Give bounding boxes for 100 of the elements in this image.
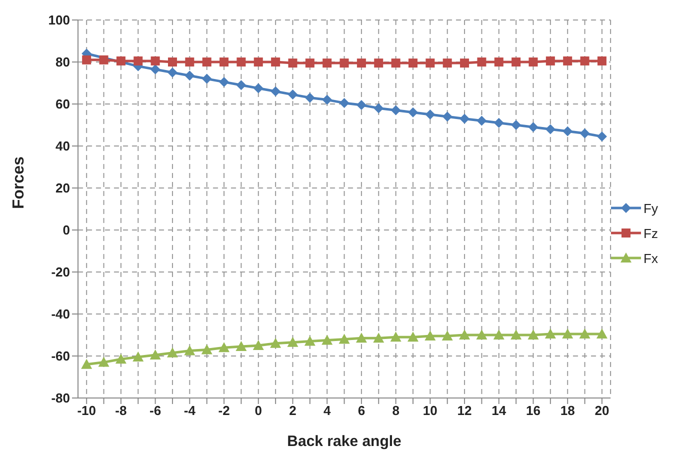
point [184, 345, 196, 356]
legend-label: Fy [644, 200, 658, 216]
point [546, 56, 555, 66]
point [168, 58, 177, 66]
point [442, 58, 452, 68]
x-tick-label: 0 [254, 403, 262, 418]
point [545, 124, 556, 134]
point [305, 58, 314, 68]
point [563, 56, 572, 66]
point [252, 340, 264, 350]
point [494, 118, 504, 128]
point [476, 116, 487, 126]
y-axis-title: Forces [10, 156, 28, 209]
point [288, 58, 298, 68]
point [150, 56, 160, 66]
y-tick-label: 0 [62, 222, 70, 238]
point [132, 352, 144, 362]
x-tick-label: 4 [323, 403, 332, 418]
point [597, 56, 606, 66]
point [322, 334, 333, 345]
x-axis-title: Back rake angle [287, 433, 402, 450]
point [477, 58, 486, 66]
x-tick-label: 2 [289, 403, 296, 418]
y-tick-label: 80 [56, 54, 70, 70]
x-tick-label: 8 [392, 403, 400, 418]
point [374, 103, 384, 114]
point [510, 330, 522, 340]
point [390, 332, 402, 342]
point [339, 98, 350, 108]
point [202, 58, 212, 66]
point [442, 330, 453, 341]
point [528, 58, 538, 66]
point [150, 349, 161, 360]
x-tick-label: 14 [492, 403, 507, 418]
x-tick-label: -4 [184, 403, 196, 418]
point [253, 83, 264, 94]
point [236, 80, 246, 90]
point [512, 58, 521, 66]
point [218, 342, 230, 352]
point [254, 58, 263, 66]
point [270, 338, 282, 348]
point [184, 70, 195, 81]
x-tick-label: -2 [218, 403, 230, 418]
point [391, 58, 400, 68]
point [287, 336, 298, 347]
point [408, 58, 418, 68]
x-tick-label: 20 [594, 403, 610, 418]
point [270, 86, 281, 96]
y-tick-label: -40 [51, 306, 70, 322]
point [202, 74, 212, 84]
x-tick-label: 18 [560, 403, 575, 418]
point [596, 328, 608, 338]
y-tick-label: -80 [51, 390, 70, 406]
point [116, 56, 126, 66]
point [374, 58, 384, 68]
point [407, 332, 418, 342]
point [271, 58, 280, 66]
point [442, 112, 452, 122]
point [304, 92, 315, 103]
point [322, 94, 332, 105]
point [460, 114, 470, 124]
point [511, 120, 522, 130]
x-tick-label: -8 [115, 403, 127, 418]
x-tick-label: 16 [526, 403, 540, 418]
point [544, 328, 556, 338]
point [288, 90, 298, 100]
point [460, 58, 470, 68]
y-tick-label: 20 [56, 180, 70, 196]
point [81, 358, 92, 369]
point [494, 58, 504, 66]
x-tick-label: 6 [358, 403, 366, 418]
y-tick-label: -60 [51, 348, 70, 364]
point [408, 107, 418, 118]
point [167, 68, 178, 78]
x-tick-label: 12 [457, 403, 472, 418]
point [426, 58, 435, 68]
point [82, 55, 92, 64]
point [219, 76, 230, 87]
point [356, 100, 366, 110]
point [390, 105, 401, 116]
x-tick-label: -10 [77, 403, 96, 418]
point [134, 56, 143, 66]
y-tick-label: 40 [56, 138, 70, 154]
point [528, 122, 538, 132]
point [528, 330, 539, 340]
point [459, 330, 470, 340]
point [322, 58, 332, 68]
y-tick-label: -20 [51, 264, 70, 280]
point [340, 58, 349, 68]
point [220, 58, 229, 66]
point [562, 126, 573, 136]
point [493, 330, 504, 340]
legend-label: Fz [644, 226, 658, 240]
point [579, 328, 590, 338]
point [236, 58, 246, 66]
point [562, 328, 574, 338]
point [304, 336, 316, 346]
point [424, 330, 436, 341]
legend-label: Fx [644, 250, 658, 266]
point [150, 64, 160, 74]
